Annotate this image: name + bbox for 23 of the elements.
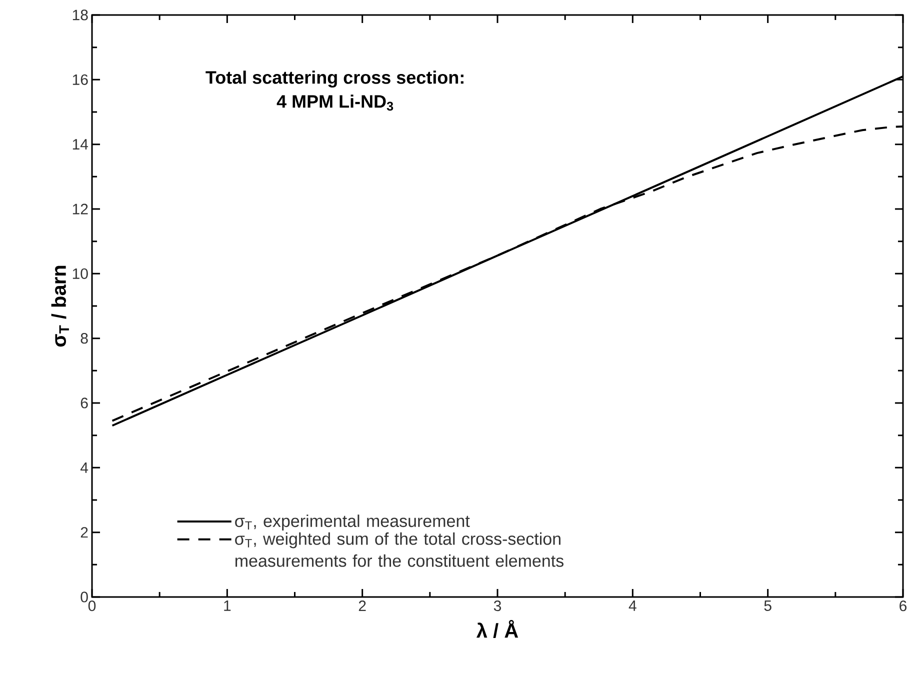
y-tick-label: 8 — [80, 333, 88, 344]
x-tick-label: 4 — [628, 600, 636, 611]
y-tick-label: 12 — [72, 204, 88, 214]
y-tick-label: 2 — [80, 527, 88, 538]
y-tick-label: 14 — [72, 139, 88, 150]
y-tick-label: 0 — [80, 592, 88, 602]
y-tick-label: 18 — [72, 10, 88, 20]
x-tick-label: 3 — [494, 600, 502, 612]
text: Total scattering cross section: — [206, 70, 464, 88]
y-tick-label: 16 — [72, 74, 88, 85]
y-axis-title: σ$_{T}$ / barn — [51, 266, 69, 347]
legend-label: σ$_{T}$, experimental measurement — [235, 514, 470, 530]
x-tick-label: 2 — [358, 600, 366, 611]
x-tick-label: 1 — [224, 600, 231, 611]
text: 4 MPM Li-ND$_{3}$ — [276, 94, 394, 111]
y-tick-label: 4 — [80, 462, 88, 473]
x-tick-label: 0 — [88, 600, 96, 612]
x-tick-label: 5 — [764, 600, 772, 611]
y-tick-label: 10 — [72, 268, 88, 279]
y-tick-label: 6 — [80, 398, 88, 408]
x-axis-title: λ / Å — [476, 620, 518, 638]
x-tick-label: 6 — [900, 600, 907, 612]
legend-label: σ$_{T}$, weighted sum of the total cross-section measurements for the constituent elements — [235, 532, 564, 567]
